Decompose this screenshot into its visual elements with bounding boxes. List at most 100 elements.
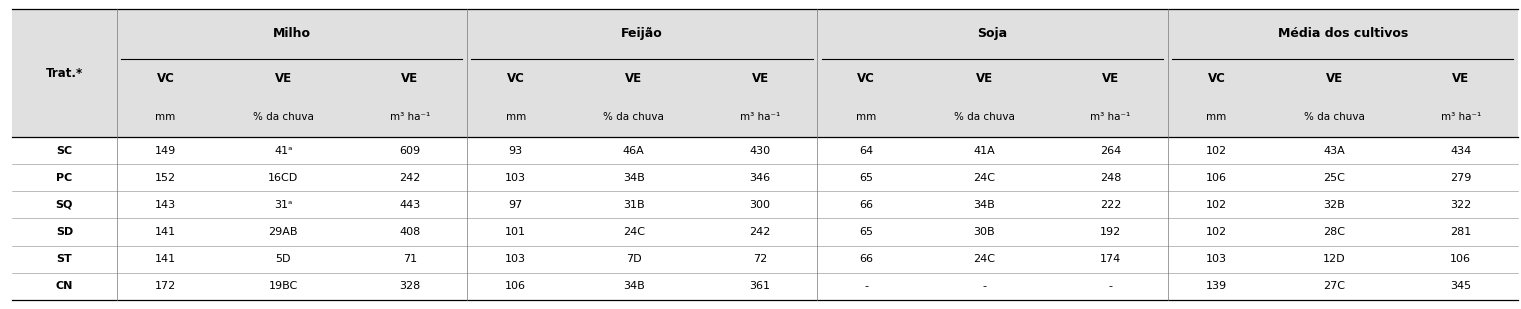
Text: 24C: 24C <box>973 254 995 264</box>
Text: VC: VC <box>506 72 525 85</box>
Text: VE: VE <box>1453 72 1469 85</box>
Bar <box>1265 191 1404 218</box>
Bar <box>703 137 817 164</box>
Text: 322: 322 <box>1450 200 1471 210</box>
Bar <box>564 137 703 164</box>
Bar <box>916 164 1053 191</box>
Text: 346: 346 <box>750 173 771 183</box>
Text: VC: VC <box>1208 72 1226 85</box>
Bar <box>1168 59 1265 98</box>
Text: 143: 143 <box>155 200 176 210</box>
Text: 281: 281 <box>1450 227 1471 237</box>
Bar <box>1404 273 1518 300</box>
Bar <box>1404 218 1518 246</box>
Bar <box>12 9 117 137</box>
Text: 106: 106 <box>505 281 526 291</box>
Text: % da chuva: % da chuva <box>252 112 313 122</box>
Text: 345: 345 <box>1450 281 1471 291</box>
Text: 141: 141 <box>155 254 176 264</box>
Text: 279: 279 <box>1450 173 1471 183</box>
Text: mm: mm <box>505 112 526 122</box>
Text: mm: mm <box>1206 112 1226 122</box>
Bar <box>214 273 353 300</box>
Text: 41ᵃ: 41ᵃ <box>274 146 292 156</box>
Bar <box>353 246 467 273</box>
Text: 443: 443 <box>399 200 420 210</box>
Bar <box>703 218 817 246</box>
Bar <box>1404 191 1518 218</box>
Text: SD: SD <box>56 227 73 237</box>
Bar <box>703 59 817 98</box>
Bar <box>916 246 1053 273</box>
Bar <box>817 59 916 98</box>
Bar <box>817 9 1168 59</box>
Text: VE: VE <box>275 72 292 85</box>
Text: 27C: 27C <box>1323 281 1346 291</box>
Text: 46A: 46A <box>622 146 645 156</box>
Bar <box>353 164 467 191</box>
Bar <box>703 191 817 218</box>
Bar <box>353 137 467 164</box>
Text: 24C: 24C <box>973 173 995 183</box>
Bar <box>564 218 703 246</box>
Text: 32B: 32B <box>1323 200 1345 210</box>
Text: 300: 300 <box>750 200 771 210</box>
Text: 31ᵃ: 31ᵃ <box>274 200 292 210</box>
Bar <box>1168 273 1265 300</box>
Bar <box>1168 218 1265 246</box>
Bar <box>214 98 353 137</box>
Text: 34B: 34B <box>622 281 645 291</box>
Text: % da chuva: % da chuva <box>1303 112 1364 122</box>
Text: 66: 66 <box>859 200 873 210</box>
Text: -: - <box>983 281 986 291</box>
Text: 43A: 43A <box>1323 146 1345 156</box>
Bar <box>1265 273 1404 300</box>
Bar <box>12 218 117 246</box>
Text: 264: 264 <box>1100 146 1121 156</box>
Bar <box>1168 9 1518 59</box>
Bar <box>817 273 916 300</box>
Bar <box>1053 246 1168 273</box>
Bar <box>703 273 817 300</box>
Bar <box>564 98 703 137</box>
Text: 103: 103 <box>1206 254 1227 264</box>
Text: 103: 103 <box>505 254 526 264</box>
Text: 430: 430 <box>750 146 771 156</box>
Bar <box>117 273 214 300</box>
Bar <box>1053 98 1168 137</box>
Text: 65: 65 <box>859 173 873 183</box>
Text: 5D: 5D <box>275 254 291 264</box>
Bar <box>214 137 353 164</box>
Text: mm: mm <box>856 112 876 122</box>
Bar <box>1404 164 1518 191</box>
Bar <box>353 218 467 246</box>
Text: PC: PC <box>56 173 73 183</box>
Bar <box>1404 246 1518 273</box>
Text: 12D: 12D <box>1323 254 1346 264</box>
Bar <box>1404 137 1518 164</box>
Text: 93: 93 <box>508 146 523 156</box>
Bar <box>12 246 117 273</box>
Bar <box>1053 137 1168 164</box>
Text: m³ ha⁻¹: m³ ha⁻¹ <box>389 112 430 122</box>
Bar <box>564 191 703 218</box>
Bar <box>353 273 467 300</box>
Text: 16CD: 16CD <box>268 173 298 183</box>
Text: 101: 101 <box>505 227 526 237</box>
Bar <box>1168 191 1265 218</box>
Text: 41A: 41A <box>973 146 995 156</box>
Text: 141: 141 <box>155 227 176 237</box>
Text: m³ ha⁻¹: m³ ha⁻¹ <box>739 112 780 122</box>
Bar <box>1053 164 1168 191</box>
Text: m³ ha⁻¹: m³ ha⁻¹ <box>1091 112 1130 122</box>
Text: 242: 242 <box>399 173 420 183</box>
Text: VE: VE <box>751 72 768 85</box>
Bar <box>817 218 916 246</box>
Bar <box>703 98 817 137</box>
Bar <box>214 218 353 246</box>
Bar <box>1168 164 1265 191</box>
Bar <box>467 59 564 98</box>
Text: m³ ha⁻¹: m³ ha⁻¹ <box>1440 112 1481 122</box>
Text: Soja: Soja <box>978 28 1007 40</box>
Text: Média dos cultivos: Média dos cultivos <box>1278 28 1408 40</box>
